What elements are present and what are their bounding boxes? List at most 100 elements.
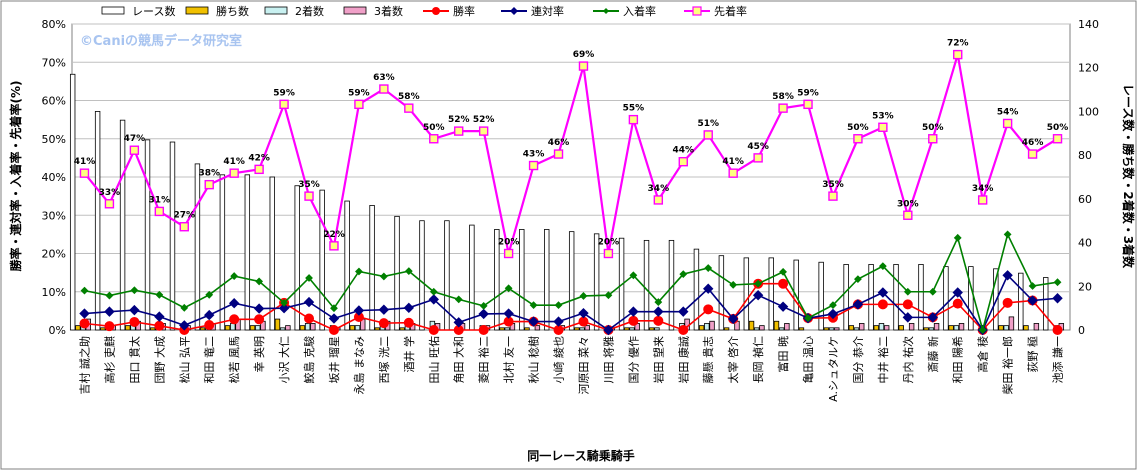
point: [553, 149, 564, 159]
bar-1: [873, 325, 879, 331]
category-label: 丹内 祐次: [901, 336, 915, 384]
bar-0: [294, 185, 300, 331]
y-left-tick-label: 70%: [42, 56, 66, 69]
senchaku-data-label: 50%: [922, 123, 944, 133]
watermark: ©Caniの競馬データ研究室: [80, 33, 242, 49]
point: [727, 313, 739, 325]
point: [503, 308, 514, 319]
senchaku-data-label: 54%: [997, 107, 1019, 117]
bar-1: [748, 320, 755, 331]
point: [1052, 325, 1063, 335]
bar-1: [349, 325, 356, 331]
point: [229, 168, 239, 178]
category-label: 松若 風馬: [227, 336, 241, 384]
bar-2: [304, 323, 311, 331]
point: [79, 308, 90, 319]
category-label: 藤懸 貴志: [701, 336, 715, 384]
bar-1: [723, 327, 730, 331]
bar-0: [968, 266, 974, 331]
point: [229, 314, 240, 325]
point: [129, 145, 140, 155]
line-series-3: [83, 54, 1059, 254]
senchaku-data-label: 47%: [124, 134, 146, 144]
point: [355, 267, 363, 276]
point: [104, 306, 115, 317]
bar-1: [150, 327, 156, 331]
point: [703, 283, 714, 294]
point: [678, 306, 689, 317]
senchaku-data-label: 38%: [198, 169, 220, 179]
point: [379, 272, 388, 281]
point: [478, 325, 489, 335]
bar-1: [649, 327, 655, 331]
senchaku-data-label: 43%: [523, 150, 545, 160]
y-left-tick-label: 30%: [42, 209, 66, 222]
point: [79, 168, 90, 178]
senchaku-data-label: 35%: [298, 180, 320, 190]
bar-0: [544, 229, 550, 331]
point: [553, 316, 564, 327]
category-label: 幸 英明: [252, 336, 266, 373]
point: [928, 134, 938, 144]
bar-1: [1023, 325, 1029, 331]
data-labels: 41%33%47%31%27%38%41% 42%59%35%22%59%63%5…: [74, 39, 1069, 248]
point: [1028, 282, 1037, 290]
y-right-tick-label: 80: [1078, 149, 1092, 162]
point: [154, 311, 165, 322]
bar-3: [883, 325, 890, 331]
bar-1: [75, 325, 81, 331]
point: [829, 301, 837, 310]
point: [255, 277, 264, 286]
point: [578, 307, 589, 319]
category-label: 田山 旺佑: [427, 336, 441, 384]
category-label: 柴田 裕一郎: [1001, 336, 1015, 395]
point: [453, 317, 464, 328]
point: [378, 318, 389, 329]
point: [228, 298, 240, 309]
bar-2: [778, 327, 785, 331]
category-label: 小沢 大仁: [277, 336, 291, 384]
bar-1: [499, 327, 505, 331]
point: [378, 304, 390, 315]
point: [703, 304, 714, 315]
senchaku-data-label: 69%: [573, 50, 595, 60]
y-right-tick-label: 20: [1078, 280, 1092, 293]
legend-marker: [692, 6, 702, 16]
senchaku-data-label: 41%: [722, 157, 744, 167]
bar-3: [534, 325, 541, 331]
bar-1: [923, 327, 929, 331]
point: [729, 280, 738, 289]
bar-0: [69, 73, 76, 331]
bar-3: [1008, 316, 1015, 331]
point: [429, 287, 438, 296]
point: [752, 289, 764, 301]
point: [952, 298, 963, 309]
bar-0: [244, 174, 251, 331]
point: [104, 199, 115, 209]
point: [977, 195, 988, 205]
senchaku-data-label: 55%: [623, 104, 645, 114]
category-label: 酒井 学: [402, 336, 416, 373]
category-label: A.シュタルケ: [827, 336, 840, 402]
bar-0: [119, 119, 126, 331]
y-left-tick-label: 20%: [42, 248, 66, 261]
bar-1: [224, 325, 231, 331]
bar-3: [1033, 323, 1040, 331]
senchaku-data-label: 58%: [398, 92, 420, 102]
bar-1: [574, 327, 580, 331]
point: [902, 312, 914, 323]
bar-2: [579, 327, 585, 331]
point: [504, 284, 513, 293]
point: [877, 287, 889, 298]
point: [603, 324, 614, 336]
legend: レース数 勝ち数 2着数 3着数 勝率 連対率 入着率 先着率: [101, 4, 747, 18]
point: [155, 290, 164, 299]
point: [428, 325, 439, 335]
point: [1003, 230, 1012, 239]
legend-swatch: [264, 6, 288, 15]
senchaku-data-label: 63%: [373, 73, 395, 83]
category-label: 岩田 康誠: [676, 336, 690, 384]
point: [280, 298, 288, 307]
